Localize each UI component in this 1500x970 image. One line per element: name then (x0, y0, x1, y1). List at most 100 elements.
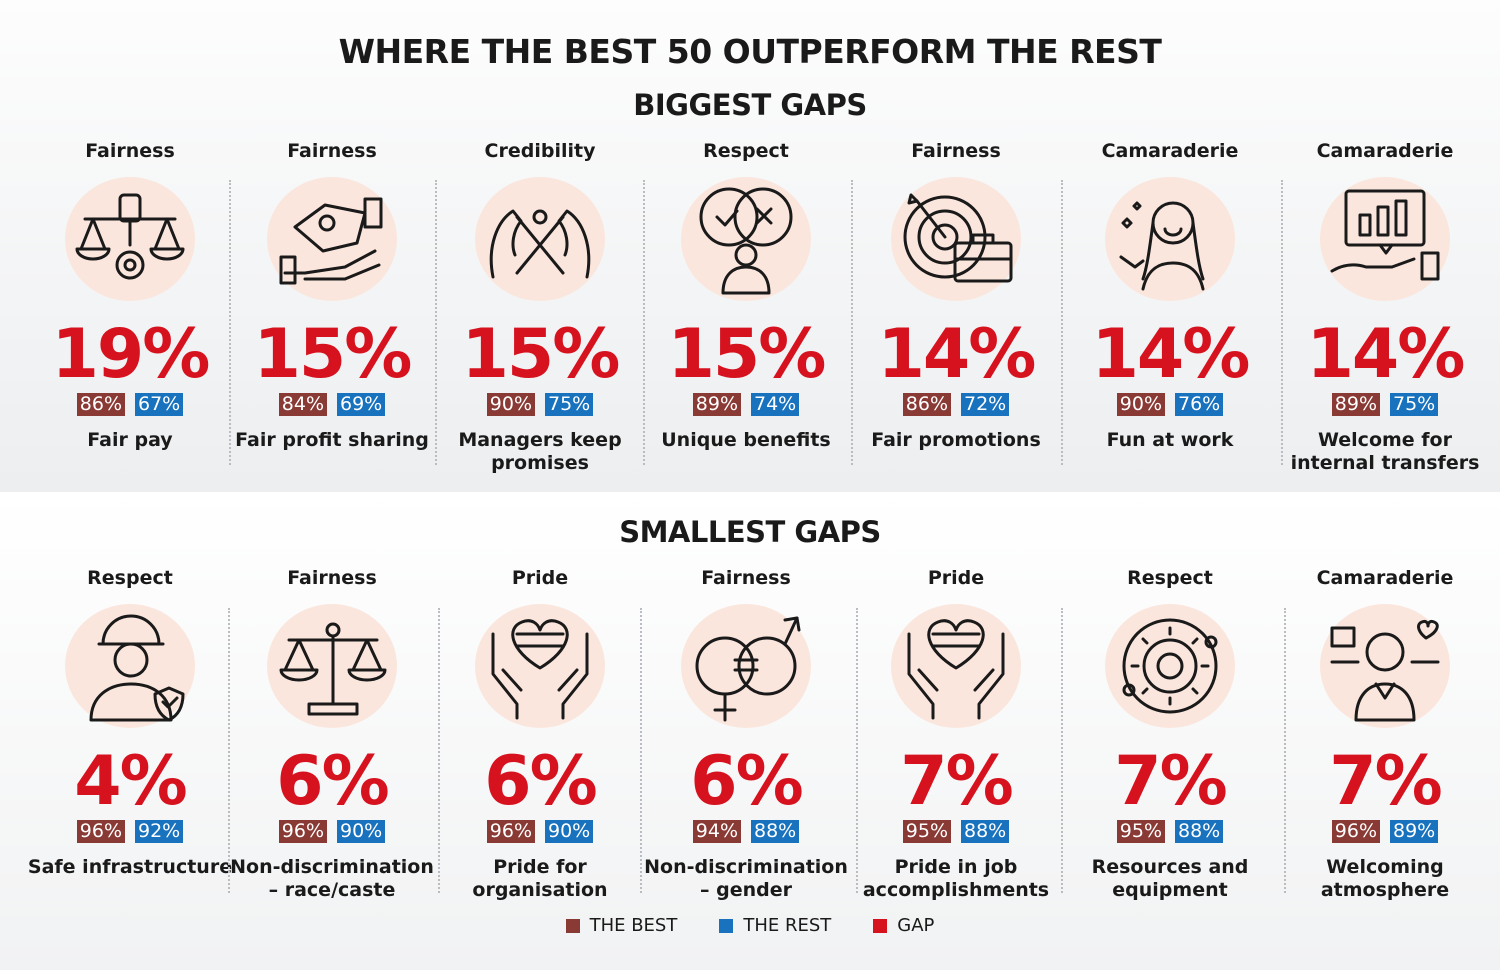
column-divider (851, 180, 853, 465)
happy-woman-icon (1103, 177, 1237, 301)
column-divider (856, 608, 858, 893)
rest-score-badge: 92% (135, 820, 184, 843)
gap-card: Camaraderie 14% 90% 76% Fun at work (1065, 139, 1275, 452)
gap-card: Fairness 6% 94% 88% Non-discrimination – gen… (641, 566, 851, 902)
best-score-badge: 94% (692, 820, 741, 843)
metric-label: Fun at work (1106, 429, 1234, 451)
best-score-badge: 96% (1331, 820, 1380, 843)
score-pills: 90% 76% (1065, 393, 1275, 417)
gap-value: 6% (484, 742, 597, 821)
scales-fist-gear-icon (63, 177, 197, 301)
score-pills: 86% 67% (25, 393, 235, 417)
icon-background (681, 604, 811, 728)
metric-label: Welcome for internal transfers (1290, 429, 1480, 474)
hands-money-icon (265, 177, 399, 301)
rest-score-badge: 76% (1175, 393, 1224, 416)
person-choices-icon (679, 177, 813, 301)
category-label: Camaraderie (1101, 140, 1239, 162)
metric-label: Fair promotions (871, 429, 1041, 451)
infographic-title: WHERE THE BEST 50 OUTPERFORM THE REST (338, 32, 1162, 71)
smallest-gaps-heading: SMALLEST GAPS (619, 515, 881, 549)
column-divider (643, 180, 645, 465)
gap-card: Camaraderie 14% 89% 75% Welcome for internal… (1280, 139, 1490, 475)
gap-value: 15% (461, 315, 621, 394)
gap-card: Respect 7% 95% 88% Resources and equipment (1065, 566, 1275, 902)
column-divider (228, 608, 230, 893)
best-score-badge: 84% (278, 393, 327, 416)
rest-score-badge: 90% (337, 820, 386, 843)
gear-cycle-icon (1103, 604, 1237, 728)
legend-swatch-gap (873, 918, 888, 933)
score-pills: 90% 75% (435, 393, 645, 417)
column-divider (1061, 180, 1063, 465)
category-label: Camaraderie (1316, 567, 1454, 589)
icon-background (65, 604, 195, 728)
metric-label: Fair pay (87, 429, 173, 451)
best-score-badge: 90% (1116, 393, 1165, 416)
gap-card: Pride 6% 96% 90% Pride for organisation (435, 566, 645, 902)
rest-score-badge: 74% (751, 393, 800, 416)
gap-value: 7% (1114, 742, 1227, 821)
score-pills: 94% 88% (641, 820, 851, 844)
gap-card: Fairness 15% 84% 69% Fair profit sharing (227, 139, 437, 452)
rest-score-badge: 88% (1175, 820, 1224, 843)
best-score-badge: 95% (902, 820, 951, 843)
metric-label: Fair profit sharing (235, 429, 429, 451)
column-divider (229, 180, 231, 465)
gap-value: 14% (1091, 315, 1251, 394)
category-label: Fairness (287, 140, 377, 162)
best-score-badge: 86% (76, 393, 125, 416)
metric-label: Pride in job accomplishments (862, 856, 1050, 901)
gap-value: 14% (1306, 315, 1466, 394)
rest-score-badge: 88% (961, 820, 1010, 843)
score-pills: 89% 74% (641, 393, 851, 417)
category-label: Fairness (911, 140, 1001, 162)
gap-card: Fairness 19% 86% 67% Fair pay (25, 139, 235, 452)
gap-card: Pride 7% 95% 88% Pride in job accomplishment… (851, 566, 1061, 902)
hands-heart-icon (889, 604, 1023, 728)
column-divider (640, 608, 642, 893)
icon-background (891, 604, 1021, 728)
score-pills: 89% 75% (1280, 393, 1490, 417)
person-welcome-icon (1318, 604, 1452, 728)
hands-heart-icon (473, 604, 607, 728)
target-briefcase-icon (889, 177, 1023, 301)
category-label: Fairness (701, 567, 791, 589)
score-pills: 96% 90% (435, 820, 645, 844)
smallest-gaps-panel (0, 492, 1500, 970)
best-score-badge: 90% (486, 393, 535, 416)
rest-score-badge: 69% (337, 393, 386, 416)
gap-value: 7% (900, 742, 1013, 821)
legend-swatch-rest (719, 918, 734, 933)
gap-card: Respect 15% 89% 74% Unique benefits (641, 139, 851, 452)
gap-card: Camaraderie 7% 96% 89% Welcoming atmosphere (1280, 566, 1490, 902)
score-pills: 95% 88% (851, 820, 1061, 844)
category-label: Pride (511, 567, 569, 589)
score-pills: 96% 92% (25, 820, 235, 844)
best-score-badge: 96% (76, 820, 125, 843)
legend-item-best: THE BEST (565, 915, 677, 936)
icon-background (475, 177, 605, 301)
score-pills: 96% 90% (227, 820, 437, 844)
legend-item-rest: THE REST (719, 915, 831, 936)
rest-score-badge: 88% (751, 820, 800, 843)
gap-value: 15% (667, 315, 827, 394)
category-label: Respect (1127, 567, 1213, 589)
metric-label: Non-discrimination – gender (644, 856, 848, 901)
icon-background (1105, 177, 1235, 301)
metric-label: Welcoming atmosphere (1320, 856, 1450, 901)
balance-scale-icon (265, 604, 399, 728)
hand-chart-icon (1318, 177, 1452, 301)
legend-swatch-best (565, 918, 580, 933)
metric-label: Managers keep promises (458, 429, 622, 474)
biggest-gaps-heading: BIGGEST GAPS (633, 88, 867, 122)
pinky-promise-icon (473, 177, 607, 301)
gap-card: Respect 4% 96% 92% Safe infrastructure (25, 566, 235, 879)
score-pills: 86% 72% (851, 393, 1061, 417)
column-divider (435, 180, 437, 465)
best-score-badge: 89% (692, 393, 741, 416)
rest-score-badge: 75% (1390, 393, 1439, 416)
gap-value: 6% (690, 742, 803, 821)
rest-score-badge: 72% (961, 393, 1010, 416)
metric-label: Unique benefits (661, 429, 831, 451)
